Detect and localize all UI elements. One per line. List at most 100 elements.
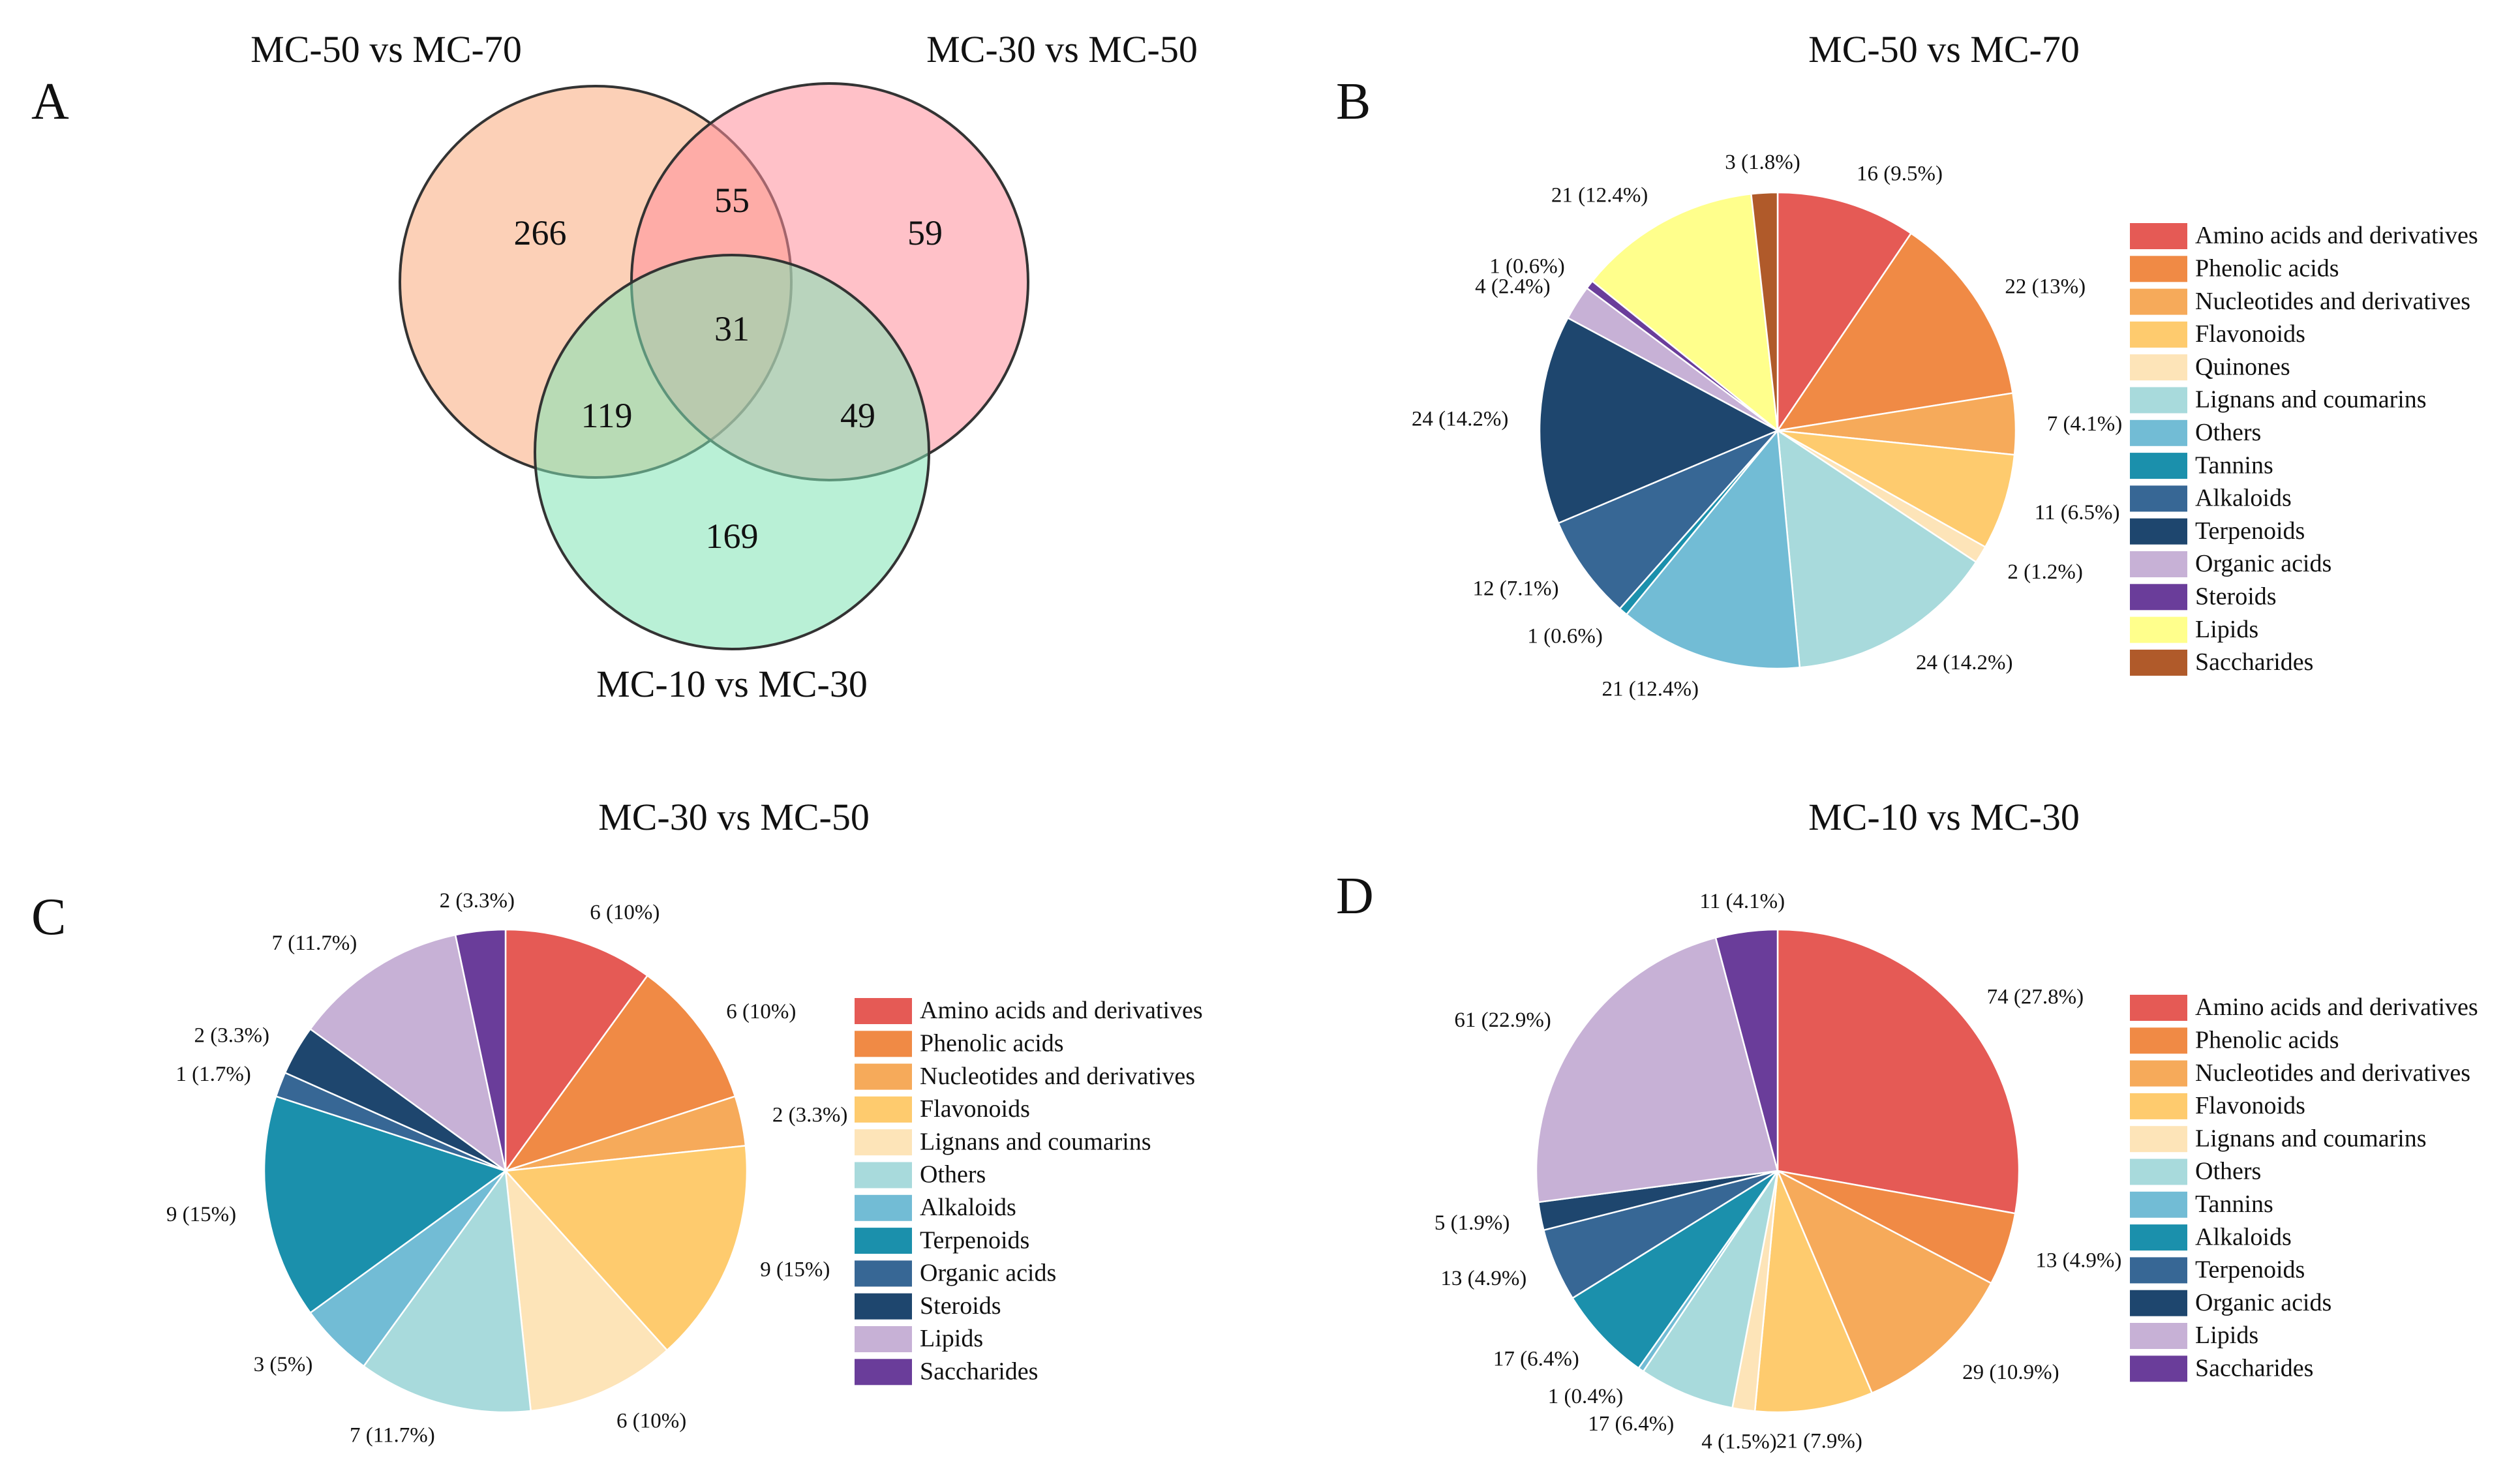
chart-title-b: MC-50 vs MC-70 (1808, 28, 2080, 70)
legend-label-c-3: Flavonoids (920, 1095, 1030, 1123)
legend-label-b-2: Nucleotides and derivatives (2195, 288, 2470, 315)
legend-label-b-9: Terpenoids (2195, 517, 2305, 545)
pie-chart-d: MC-10 vs MC-30 74 (27.8%) 13 (4.9%) 29 (10.… (1435, 796, 2478, 1453)
venn-count-30-50-and-10-30: 49 (840, 396, 875, 435)
legend-swatch-c-7 (855, 1228, 912, 1254)
legend-label-c-4: Lignans and coumarins (920, 1128, 1151, 1155)
legend-swatch-d-9 (2130, 1290, 2187, 1316)
pie-slice-c-11 (454, 928, 507, 1172)
legend-swatch-c-0 (855, 998, 912, 1024)
pie-label-c-4: 6 (10%) (616, 1409, 686, 1432)
pie-slice-c-0 (504, 928, 649, 1174)
legend-label-b-4: Quinones (2195, 353, 2290, 380)
legend-label-c-6: Alkaloids (920, 1194, 1016, 1221)
pie-label-d-1: 13 (4.9%) (2035, 1249, 2121, 1272)
pie-label-c-1: 6 (10%) (726, 1000, 796, 1023)
panel-letter-a: A (31, 73, 69, 130)
pie-slice-d-5 (1642, 1170, 1779, 1409)
pie-slice-b-13 (1750, 191, 1779, 431)
chart-title-d: MC-10 vs MC-30 (1808, 796, 2080, 838)
legend-label-c-1: Phenolic acids (920, 1030, 1064, 1057)
pie-label-d-11: 11 (4.1%) (1699, 890, 1785, 913)
legend-swatch-c-10 (855, 1326, 912, 1352)
pie-slice-d-2 (1776, 1169, 1993, 1395)
legend-swatch-c-1 (855, 1031, 912, 1057)
pie-label-c-6: 3 (5%) (254, 1353, 313, 1376)
legend-label-d-11: Saccharides (2195, 1355, 2313, 1382)
legend-swatch-c-8 (855, 1260, 912, 1287)
pie-slice-c-7 (263, 1095, 508, 1314)
legend-swatch-d-4 (2130, 1126, 2187, 1153)
legend-label-b-11: Steroids (2195, 583, 2277, 611)
pie-label-d-10: 61 (22.9%) (1454, 1008, 1551, 1032)
legend-swatch-b-7 (2130, 453, 2187, 479)
legend-label-c-5: Others (920, 1161, 986, 1189)
legend-label-b-5: Lignans and coumarins (2195, 386, 2427, 414)
pie-label-b-5: 24 (14.2%) (1916, 651, 2012, 674)
legend-label-c-9: Steroids (920, 1292, 1001, 1320)
pie-chart-b: MC-50 vs MC-70 16 (9.5%) 22 (13%) 7 (4.1%) 1… (1412, 28, 2478, 701)
legend-label-b-13: Saccharides (2195, 648, 2313, 676)
legend-label-c-10: Lipids (920, 1325, 983, 1352)
pie-label-d-9: 5 (1.9%) (1435, 1211, 1510, 1235)
legend-label-b-12: Lipids (2195, 616, 2258, 643)
legend-label-c-0: Amino acids and derivatives (920, 997, 1203, 1024)
pie-slice-d-3 (1754, 1170, 1874, 1414)
legend-swatch-b-3 (2130, 321, 2187, 348)
legend-swatch-c-6 (855, 1194, 912, 1221)
pie-slice-c-5 (362, 1168, 532, 1414)
legend-label-c-8: Organic acids (920, 1260, 1056, 1287)
pie-slice-b-9 (1538, 316, 1780, 524)
legend-label-d-1: Phenolic acids (2195, 1027, 2339, 1054)
pie-slice-d-0 (1776, 928, 2020, 1215)
venn-set-label-10-30: MC-10 vs MC-30 (596, 663, 868, 705)
pie-label-c-8: 1 (1.7%) (175, 1063, 250, 1086)
panel-letter-c: C (31, 888, 66, 946)
pie-label-c-9: 2 (3.3%) (194, 1024, 269, 1048)
pie-label-c-3: 9 (15%) (760, 1258, 830, 1281)
legend-swatch-b-11 (2130, 584, 2187, 611)
legend-swatch-c-5 (855, 1162, 912, 1189)
legend-label-b-7: Tannins (2195, 451, 2273, 479)
venn-count-50-70-and-10-30: 119 (581, 396, 633, 435)
legend-swatch-b-4 (2130, 354, 2187, 381)
panel-a: A MC-50 vs MC-70 MC-30 vs MC-50 MC-10 vs… (31, 28, 1198, 705)
pie-label-d-2: 29 (10.9%) (1962, 1361, 2059, 1384)
pie-label-b-11: 1 (0.6%) (1489, 254, 1564, 278)
legend-swatch-b-10 (2130, 551, 2187, 577)
legend-label-d-7: Alkaloids (2195, 1223, 2292, 1250)
legend-label-d-10: Lipids (2195, 1322, 2258, 1349)
legend-swatch-b-13 (2130, 649, 2187, 676)
pie-label-b-6: 21 (12.4%) (1602, 677, 1699, 701)
legend-swatch-b-1 (2130, 256, 2187, 282)
legend-swatch-d-1 (2130, 1027, 2187, 1054)
legend-swatch-d-2 (2130, 1060, 2187, 1087)
venn-count-only-50-70: 266 (514, 213, 567, 252)
legend-swatch-b-0 (2130, 223, 2187, 249)
pie-slice-b-6 (1625, 428, 1801, 670)
pie-slice-b-8 (1557, 429, 1778, 610)
legend-swatch-d-7 (2130, 1224, 2187, 1251)
legend-swatch-b-9 (2130, 518, 2187, 545)
pie-slice-b-12 (1591, 192, 1779, 432)
legend-swatch-b-2 (2130, 288, 2187, 315)
venn-count-all-three: 31 (714, 309, 750, 348)
pie-label-b-7: 1 (0.6%) (1527, 625, 1602, 648)
legend-label-b-0: Amino acids and derivatives (2195, 222, 2478, 249)
legend-label-b-1: Phenolic acids (2195, 255, 2339, 282)
legend-swatch-b-12 (2130, 616, 2187, 643)
pie-label-d-4: 4 (1.5%) (1701, 1430, 1776, 1453)
pie-label-b-12: 21 (12.4%) (1551, 184, 1648, 207)
legend-swatch-c-3 (855, 1096, 912, 1123)
pie-label-c-10: 7 (11.7%) (272, 931, 357, 955)
legend-swatch-d-8 (2130, 1257, 2187, 1284)
panel-letter-d: D (1336, 868, 1374, 925)
legend-swatch-c-4 (855, 1129, 912, 1156)
legend-swatch-d-0 (2130, 995, 2187, 1021)
venn-count-only-10-30: 169 (706, 517, 759, 556)
pie-label-b-8: 12 (7.1%) (1473, 577, 1559, 600)
pie-slice-b-5 (1776, 429, 1977, 669)
pie-label-d-3: 21 (7.9%) (1776, 1430, 1862, 1453)
pie-label-b-0: 16 (9.5%) (1857, 162, 1943, 186)
